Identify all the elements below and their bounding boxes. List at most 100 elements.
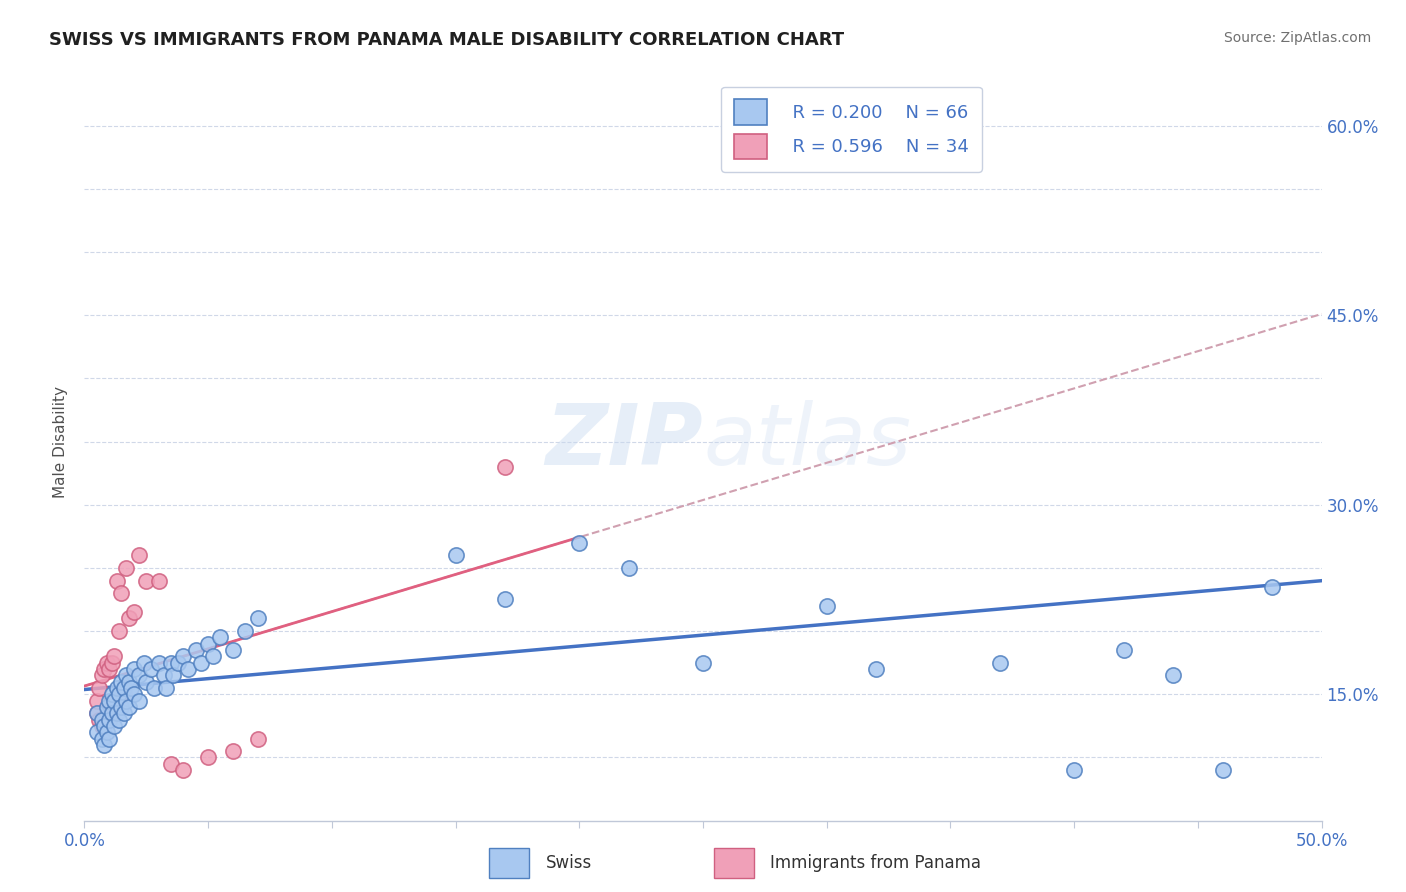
Point: [86, 693, 108, 707]
Point: [162, 668, 184, 682]
Point: [98, 699, 121, 714]
Point: [89, 681, 111, 695]
Point: [100, 693, 122, 707]
Point: [160, 756, 183, 771]
Point: [135, 674, 157, 689]
Point: [120, 681, 142, 695]
Point: [222, 744, 245, 758]
Point: [93, 662, 115, 676]
Point: [93, 713, 115, 727]
Point: [122, 605, 145, 619]
Text: ZIP: ZIP: [546, 400, 703, 483]
Point: [122, 662, 145, 676]
Point: [209, 631, 232, 645]
Point: [105, 706, 128, 721]
Point: [118, 699, 141, 714]
Point: [939, 119, 962, 133]
Point: [108, 713, 131, 727]
Point: [865, 662, 887, 676]
Point: [89, 713, 111, 727]
Text: atlas: atlas: [703, 400, 911, 483]
Point: [135, 574, 157, 588]
Point: [103, 699, 125, 714]
Point: [108, 624, 131, 639]
Point: [568, 535, 591, 549]
Y-axis label: Male Disability: Male Disability: [53, 385, 69, 498]
Point: [100, 687, 122, 701]
Point: [90, 731, 112, 746]
Point: [100, 706, 122, 721]
Point: [98, 693, 121, 707]
FancyBboxPatch shape: [714, 848, 754, 878]
Text: SWISS VS IMMIGRANTS FROM PANAMA MALE DISABILITY CORRELATION CHART: SWISS VS IMMIGRANTS FROM PANAMA MALE DIS…: [49, 31, 845, 49]
Legend:   R = 0.200    N = 66,   R = 0.596    N = 34: R = 0.200 N = 66, R = 0.596 N = 34: [721, 87, 981, 172]
Point: [108, 687, 131, 701]
Point: [115, 693, 138, 707]
Point: [148, 656, 170, 670]
Point: [494, 592, 516, 607]
Point: [112, 687, 135, 701]
Point: [103, 649, 125, 664]
Point: [1063, 763, 1085, 777]
Point: [90, 719, 112, 733]
Point: [190, 656, 212, 670]
Point: [105, 574, 128, 588]
Point: [148, 574, 170, 588]
Point: [90, 668, 112, 682]
Point: [112, 706, 135, 721]
Point: [167, 656, 190, 670]
Point: [692, 656, 714, 670]
Point: [1261, 580, 1284, 594]
Point: [93, 738, 115, 752]
Point: [132, 656, 155, 670]
Text: Source: ZipAtlas.com: Source: ZipAtlas.com: [1223, 31, 1371, 45]
Point: [118, 611, 141, 625]
Point: [988, 656, 1011, 670]
Point: [110, 674, 132, 689]
Point: [142, 681, 165, 695]
Point: [1212, 763, 1234, 777]
Point: [128, 693, 150, 707]
Point: [197, 750, 219, 764]
Point: [103, 693, 125, 707]
Point: [118, 674, 141, 689]
Point: [197, 637, 219, 651]
Point: [815, 599, 838, 613]
Point: [105, 693, 128, 707]
Point: [86, 725, 108, 739]
Point: [172, 649, 194, 664]
Point: [128, 668, 150, 682]
Point: [1161, 668, 1184, 682]
Point: [160, 656, 183, 670]
Text: Swiss: Swiss: [546, 854, 592, 872]
Point: [122, 687, 145, 701]
Point: [152, 668, 174, 682]
Point: [1112, 643, 1135, 657]
Point: [246, 611, 269, 625]
Point: [172, 763, 194, 777]
Point: [617, 561, 640, 575]
Point: [96, 656, 118, 670]
Point: [115, 561, 138, 575]
Point: [222, 643, 245, 657]
Point: [103, 719, 125, 733]
Point: [86, 706, 108, 721]
Point: [112, 681, 135, 695]
Point: [96, 706, 118, 721]
Point: [184, 643, 207, 657]
Point: [110, 699, 132, 714]
Point: [93, 719, 115, 733]
Point: [98, 662, 121, 676]
Point: [110, 687, 132, 701]
Point: [96, 699, 118, 714]
FancyBboxPatch shape: [489, 848, 529, 878]
Point: [96, 725, 118, 739]
Point: [86, 706, 108, 721]
Point: [115, 668, 138, 682]
Point: [110, 586, 132, 600]
Point: [246, 731, 269, 746]
Point: [128, 548, 150, 563]
Point: [177, 662, 200, 676]
Point: [98, 713, 121, 727]
Point: [141, 662, 163, 676]
